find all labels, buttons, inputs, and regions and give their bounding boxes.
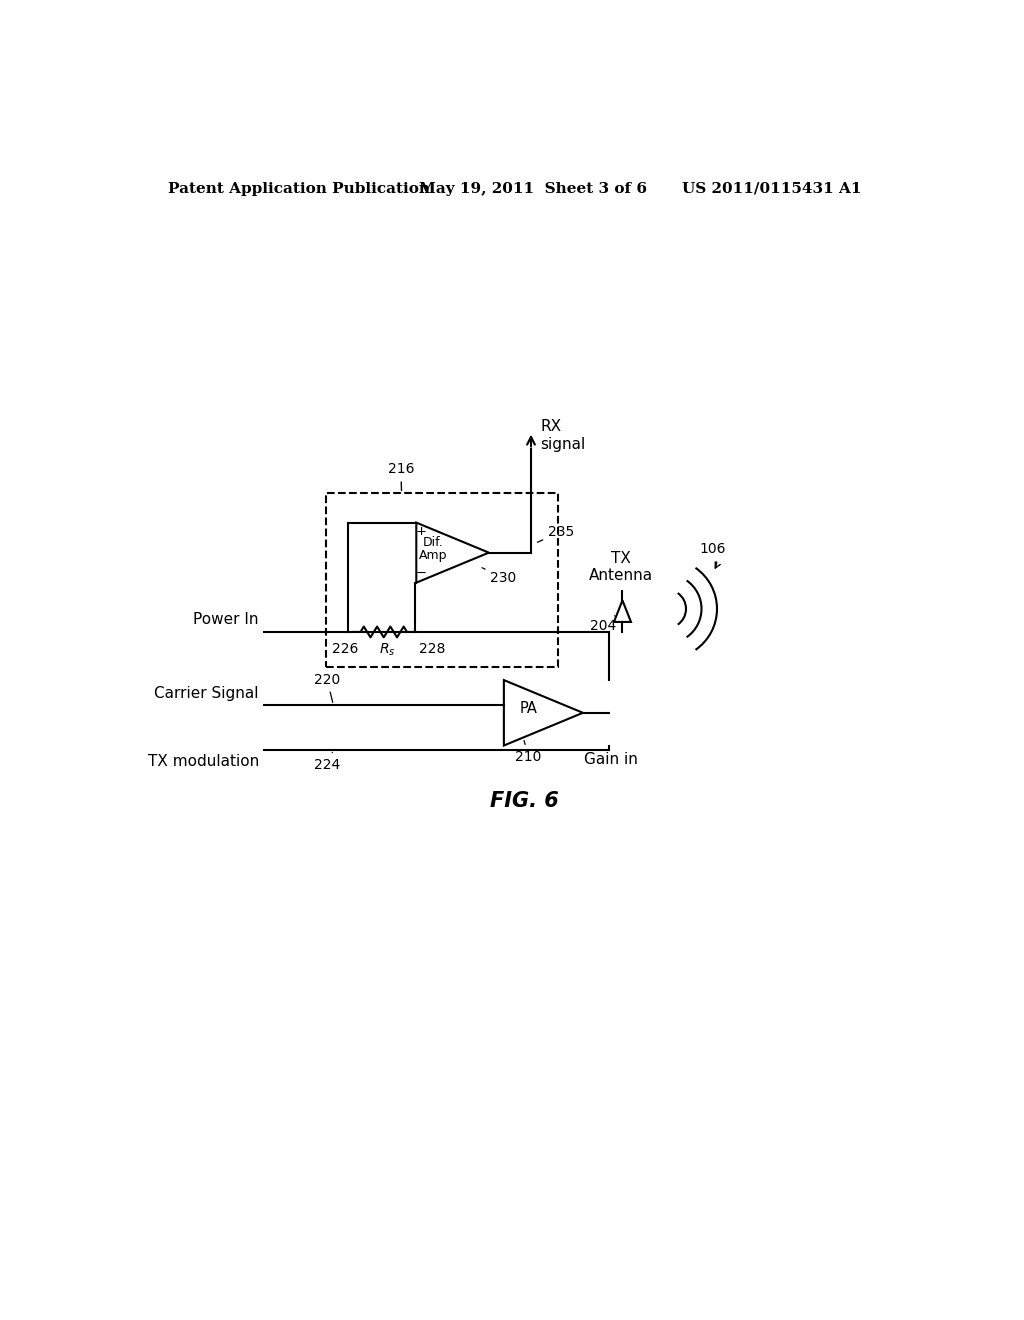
Text: Power In: Power In xyxy=(194,611,259,627)
Text: Carrier Signal: Carrier Signal xyxy=(155,686,259,701)
Text: 224: 224 xyxy=(314,752,340,772)
Text: −: − xyxy=(416,566,427,579)
Text: 220: 220 xyxy=(314,673,340,702)
Text: TX
Antenna: TX Antenna xyxy=(589,550,653,583)
Text: Dif.: Dif. xyxy=(423,536,443,549)
Bar xyxy=(326,494,558,667)
Text: 235: 235 xyxy=(538,525,574,543)
Text: $R_s$: $R_s$ xyxy=(379,642,396,659)
Text: 204: 204 xyxy=(590,616,616,632)
Text: US 2011/0115431 A1: US 2011/0115431 A1 xyxy=(682,182,861,195)
Text: Amp: Amp xyxy=(419,549,447,562)
Text: 226: 226 xyxy=(332,642,358,656)
Text: PA: PA xyxy=(520,701,538,715)
Text: Patent Application Publication: Patent Application Publication xyxy=(168,182,430,195)
Text: Gain in: Gain in xyxy=(585,751,638,767)
Text: May 19, 2011  Sheet 3 of 6: May 19, 2011 Sheet 3 of 6 xyxy=(419,182,646,195)
Text: 106: 106 xyxy=(699,543,726,568)
Text: +: + xyxy=(416,525,426,539)
Text: FIG. 6: FIG. 6 xyxy=(490,792,559,812)
Text: 230: 230 xyxy=(482,568,517,585)
Text: TX modulation: TX modulation xyxy=(147,754,259,768)
Text: 210: 210 xyxy=(515,741,542,764)
Text: 228: 228 xyxy=(420,642,445,656)
Text: 216: 216 xyxy=(388,462,414,491)
Text: RX
signal: RX signal xyxy=(541,420,586,451)
